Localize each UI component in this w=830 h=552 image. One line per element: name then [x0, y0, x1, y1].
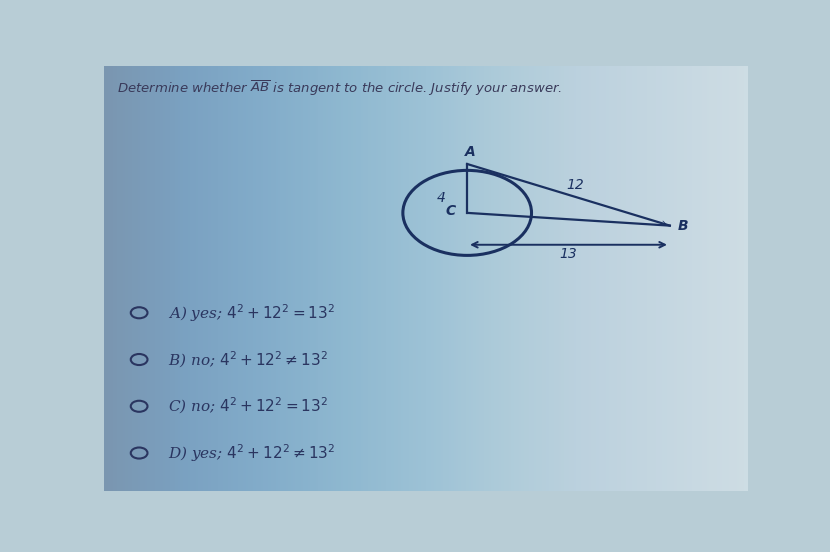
Text: Determine whether $\overline{AB}$ is tangent to the circle. Justify your answer.: Determine whether $\overline{AB}$ is tan…	[116, 79, 562, 98]
Text: D) yes; $4^2+12^2\neq 13^2$: D) yes; $4^2+12^2\neq 13^2$	[168, 442, 335, 464]
Text: C) no; $4^2+12^2=13^2$: C) no; $4^2+12^2=13^2$	[168, 396, 328, 416]
Text: A) yes; $4^2+12^2=13^2$: A) yes; $4^2+12^2=13^2$	[168, 302, 335, 323]
Text: C: C	[446, 204, 456, 217]
Text: B) no; $4^2+12^2\neq 13^2$: B) no; $4^2+12^2\neq 13^2$	[168, 349, 328, 370]
Text: 4: 4	[437, 191, 446, 205]
Text: B: B	[677, 219, 688, 232]
Text: 13: 13	[559, 247, 578, 261]
Text: A: A	[465, 145, 476, 159]
Text: 12: 12	[566, 178, 583, 193]
